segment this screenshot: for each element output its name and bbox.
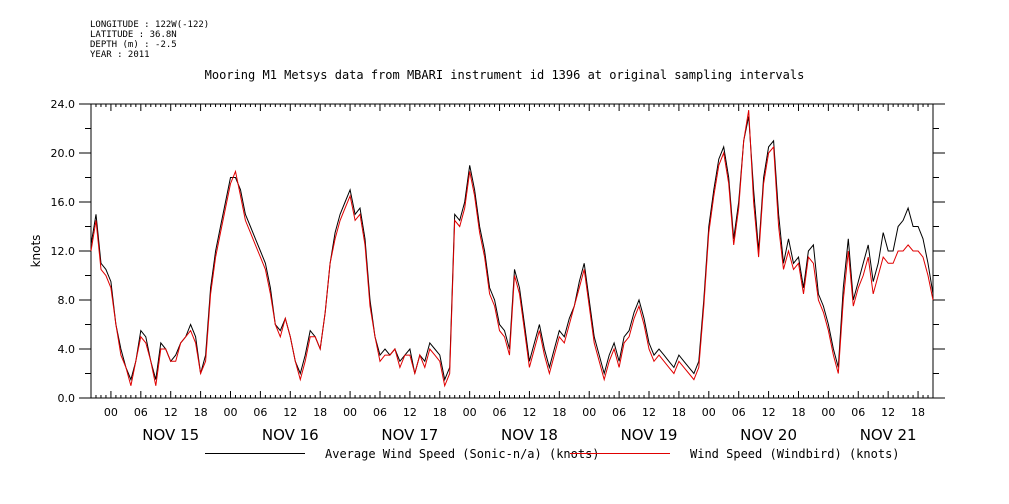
x-day-label: NOV 16 (262, 426, 319, 444)
x-hour-label: 06 (732, 406, 746, 419)
year-text: YEAR : 2011 (90, 50, 150, 60)
y-tick-label: 24.0 (51, 98, 76, 111)
x-hour-label: 12 (881, 406, 895, 419)
x-day-label: NOV 15 (142, 426, 199, 444)
y-tick-label: 12.0 (51, 245, 76, 258)
longitude-text: LONGITUDE : 122W(-122) (90, 20, 210, 30)
x-hour-label: 18 (791, 406, 805, 419)
x-day-label: NOV 17 (381, 426, 438, 444)
y-tick-label: 16.0 (51, 196, 76, 209)
y-tick-label: 20.0 (51, 147, 76, 160)
x-day-label: NOV 18 (501, 426, 558, 444)
x-hour-label: 18 (552, 406, 566, 419)
x-hour-label: 06 (493, 406, 507, 419)
depth-text: DEPTH (m) : -2.5 (90, 40, 177, 50)
x-hour-label: 00 (224, 406, 238, 419)
series-line-2 (90, 110, 934, 388)
x-hour-label: 06 (253, 406, 267, 419)
y-axis-label: knots (29, 235, 43, 268)
x-hour-label: 00 (343, 406, 357, 419)
x-hour-label: 18 (313, 406, 327, 419)
legend-label-average-wind: Average Wind Speed (Sonic-n/a) (knots) (325, 447, 600, 461)
x-hour-label: 18 (194, 406, 208, 419)
x-hour-label: 00 (821, 406, 835, 419)
y-tick-label: 8.0 (58, 294, 76, 307)
x-hour-label: 06 (612, 406, 626, 419)
x-hour-label: 12 (283, 406, 297, 419)
legend-line-windbird (570, 453, 670, 454)
x-hour-label: 18 (672, 406, 686, 419)
y-tick-label: 0.0 (58, 392, 76, 405)
x-hour-label: 12 (522, 406, 536, 419)
legend-line-average-wind (205, 453, 305, 454)
x-hour-label: 06 (373, 406, 387, 419)
chart-title: Mooring M1 Metsys data from MBARI instru… (204, 68, 805, 82)
x-hour-label: 18 (433, 406, 447, 419)
legend: Average Wind Speed (Sonic-n/a) (knots) W… (0, 447, 1009, 463)
x-hour-label: 12 (403, 406, 417, 419)
x-hour-label: 00 (702, 406, 716, 419)
latitude-text: LATITUDE : 36.8N (90, 30, 177, 40)
legend-label-windbird: Wind Speed (Windbird) (knots) (690, 447, 900, 461)
x-hour-label: 00 (463, 406, 477, 419)
y-tick-label: 4.0 (58, 343, 76, 356)
x-hour-label: 18 (911, 406, 925, 419)
x-hour-label: 06 (134, 406, 148, 419)
x-hour-label: 12 (762, 406, 776, 419)
x-day-label: NOV 21 (860, 426, 917, 444)
x-day-label: NOV 19 (621, 426, 678, 444)
metadata-block: LONGITUDE : 122W(-122) LATITUDE : 36.8N … (90, 20, 209, 60)
x-day-label: NOV 20 (740, 426, 797, 444)
x-hour-label: 00 (104, 406, 118, 419)
x-hour-label: 12 (164, 406, 178, 419)
x-hour-label: 06 (851, 406, 865, 419)
x-hour-label: 00 (582, 406, 596, 419)
x-hour-label: 12 (642, 406, 656, 419)
